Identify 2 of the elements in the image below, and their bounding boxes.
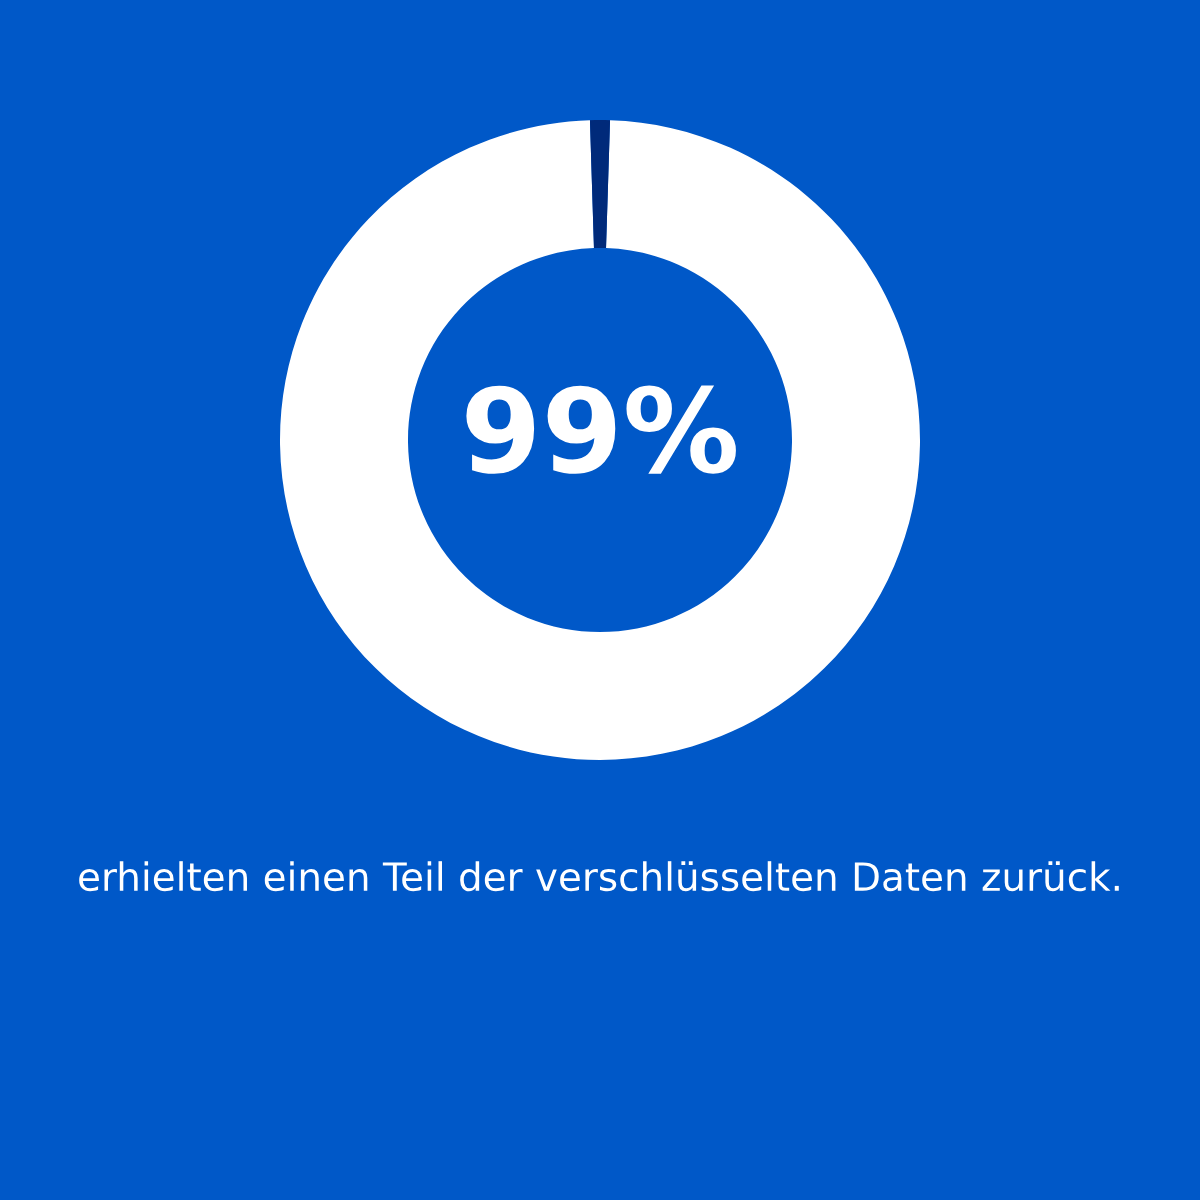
text: erhielten einen Teil der verschlüsselten Daten zurück.	[79, 861, 1119, 892]
data-label: 99%	[466, 385, 736, 474]
